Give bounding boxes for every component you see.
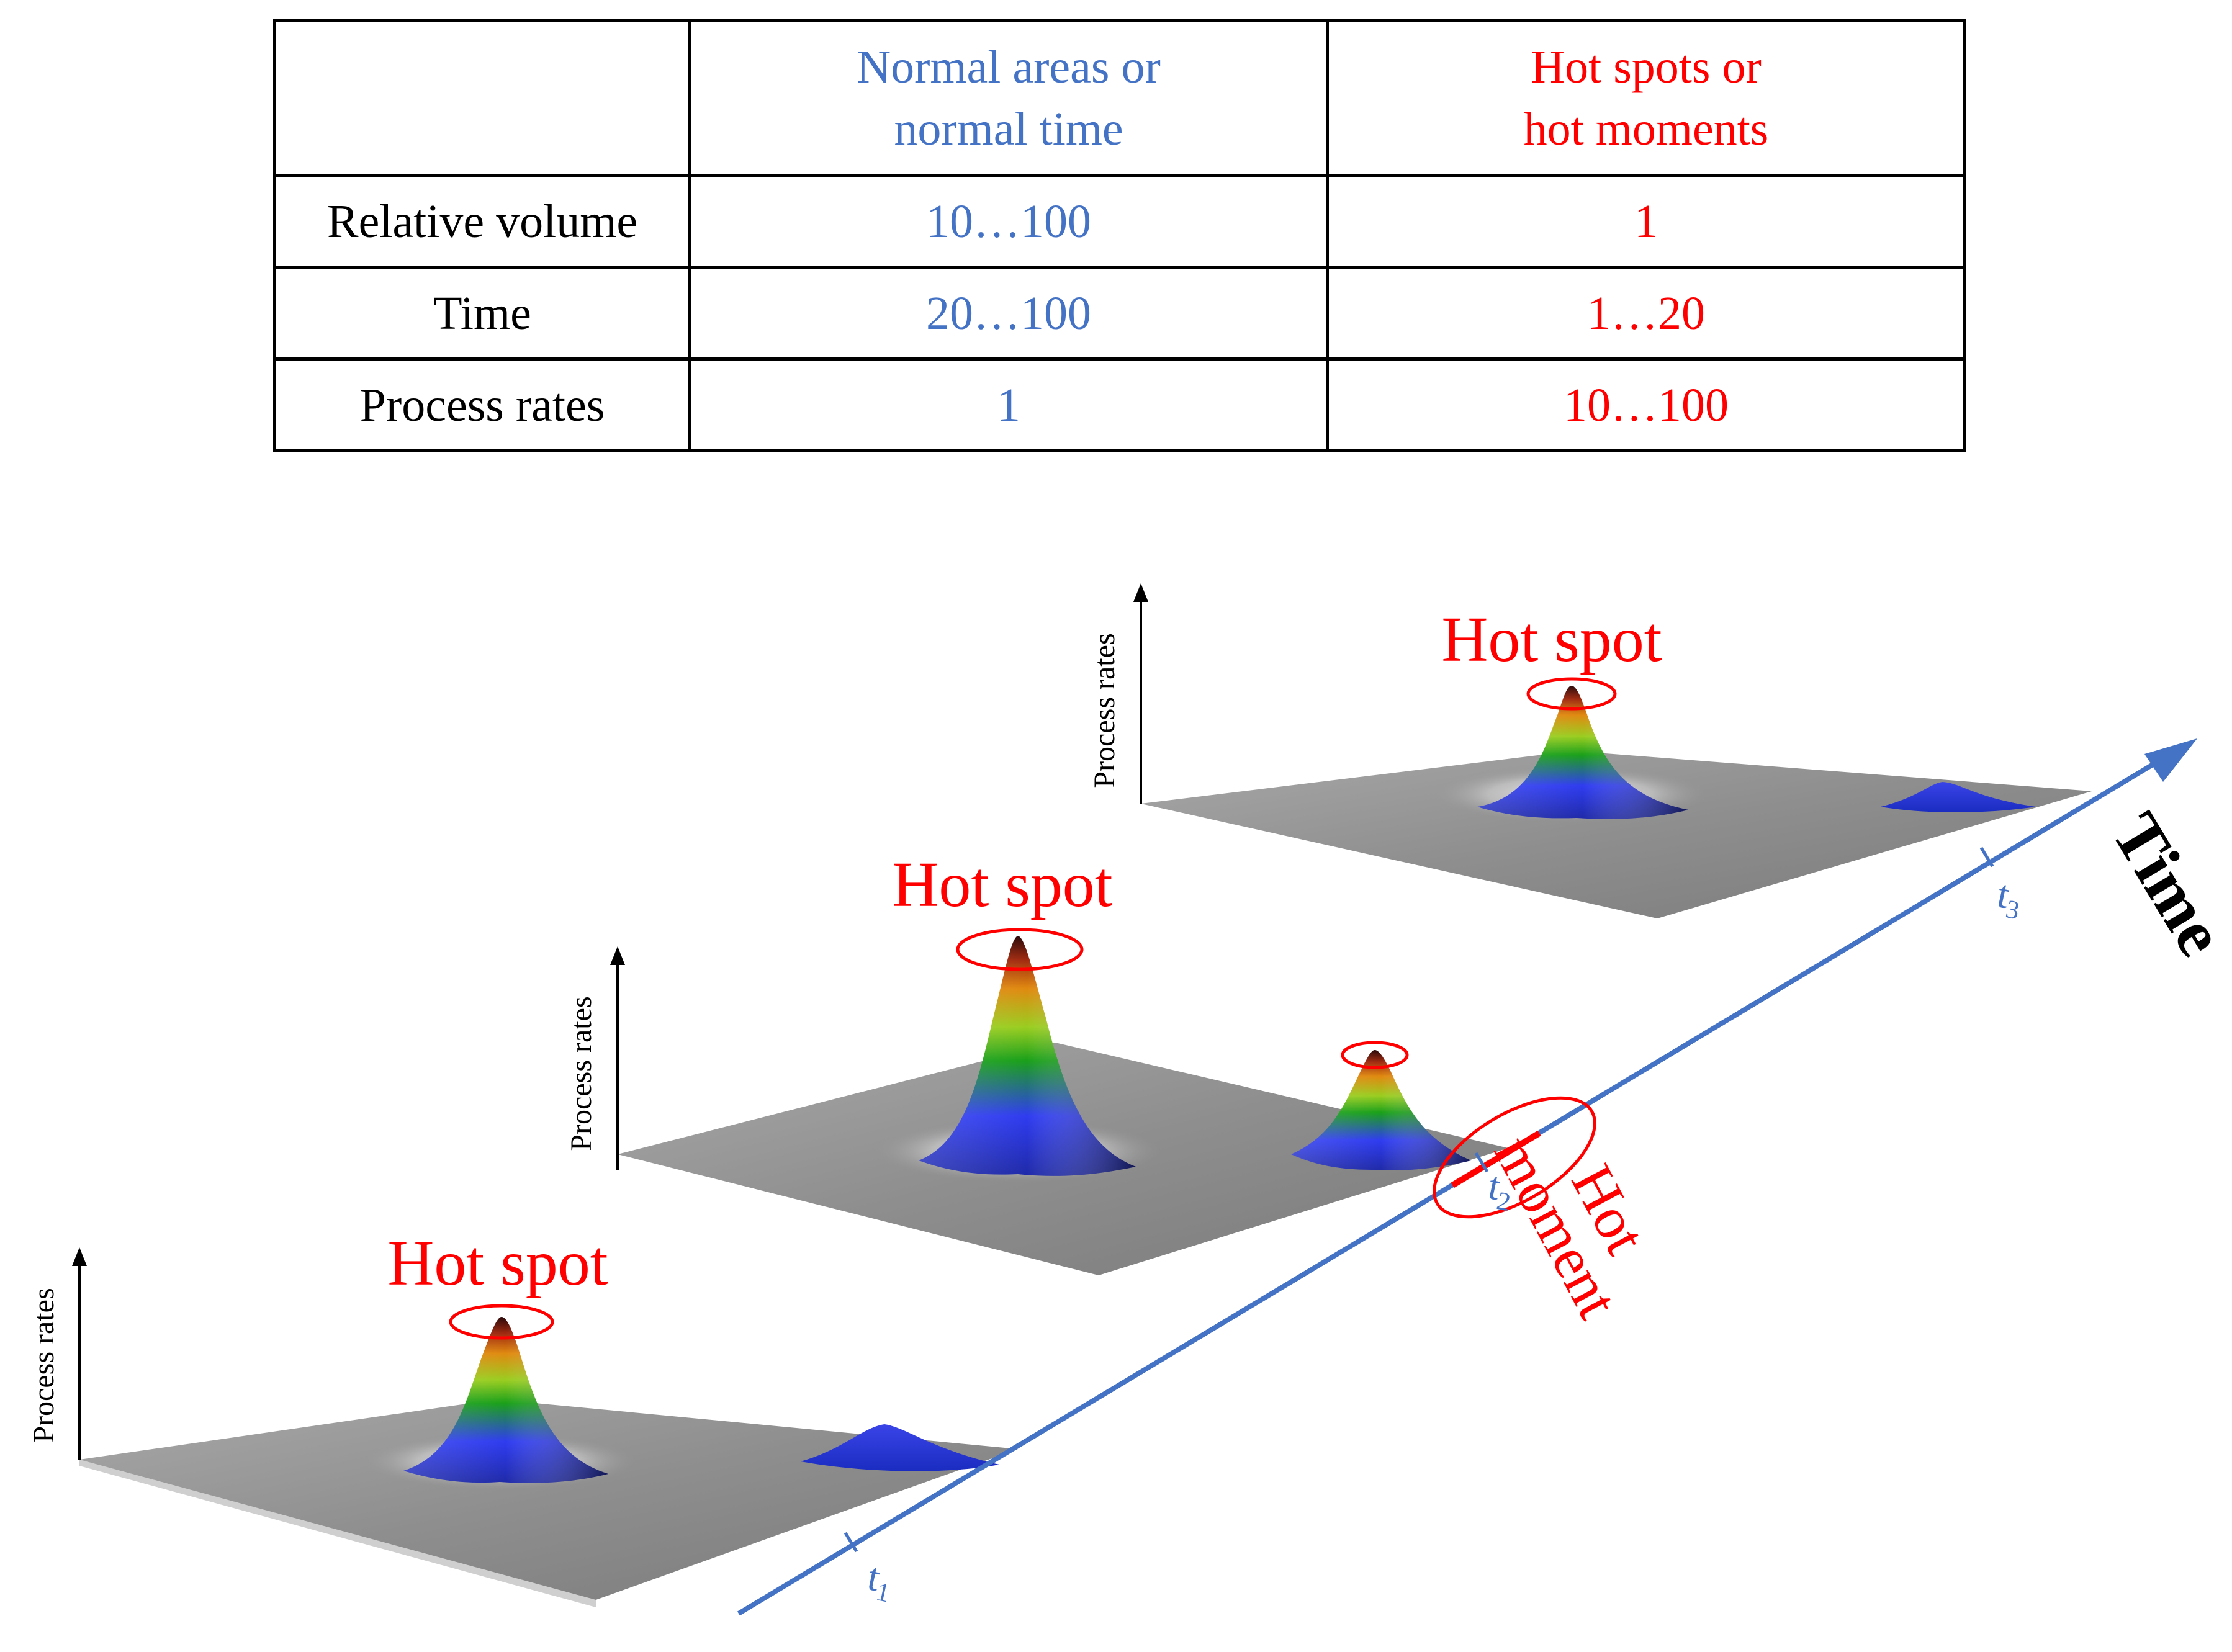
row-label-process-rates: Process rates <box>273 357 691 452</box>
header-hot-line-1: Hot spots or <box>1531 40 1762 93</box>
hot-spot-label-plane-1: Hot spot <box>387 1228 608 1299</box>
small-peak <box>1881 782 2036 812</box>
cell-hot-time: 1…20 <box>1326 266 1966 361</box>
row-label-time: Time <box>273 266 691 361</box>
cell-normal-process-rates: 1 <box>688 357 1329 452</box>
time-axis <box>737 738 2197 1616</box>
header-empty-cell <box>273 19 691 177</box>
hot-moment-segment <box>1451 1130 1541 1188</box>
peak-shading <box>1477 686 1688 819</box>
header-normal-line-2: normal time <box>894 102 1123 155</box>
plane-surface <box>1141 751 2092 918</box>
header-hot-cell: Hot spots or hot moments <box>1326 19 1966 177</box>
tick-t3 <box>1979 846 1994 868</box>
y-axis-label-plane-2: Process rates <box>565 996 598 1151</box>
plane-edge <box>79 1460 596 1607</box>
hot-moment-label: Hot moment <box>1482 1125 1660 1329</box>
comparison-table: Normal areas or normal time Hot spots or… <box>273 19 1966 452</box>
cell-normal-relative-volume: 10…100 <box>688 174 1329 269</box>
y-axis-arrowhead <box>1133 583 1148 602</box>
plane-2 <box>610 928 1508 1275</box>
time-axis-arrowhead <box>2144 738 2197 782</box>
cell-normal-time: 20…100 <box>688 266 1329 361</box>
tick-t1 <box>844 1532 858 1553</box>
y-axis-arrowhead <box>72 1247 87 1266</box>
cell-hot-process-rates: 10…100 <box>1326 357 1966 452</box>
table-row: Time 20…100 1…20 <box>273 266 1966 361</box>
table-row: Process rates 1 10…100 <box>273 357 1966 452</box>
header-normal-line-1: Normal areas or <box>857 40 1161 93</box>
time-axis-line <box>737 758 2162 1616</box>
hot-spot-ellipse <box>449 1304 554 1340</box>
row-label-relative-volume: Relative volume <box>273 174 691 269</box>
small-peak <box>801 1424 999 1471</box>
secondary-peak-shading <box>1291 1050 1471 1171</box>
cell-hot-relative-volume: 1 <box>1326 174 1966 269</box>
hot-spot-label-plane-3: Hot spot <box>1441 604 1662 675</box>
tick-t2 <box>1474 1152 1489 1173</box>
header-normal-cell: Normal areas or normal time <box>688 19 1329 177</box>
hot-spot-ellipse <box>956 928 1084 971</box>
plane-1 <box>72 1247 1018 1607</box>
y-axis-arrowhead <box>610 946 625 965</box>
y-axis-label-plane-3: Process rates <box>1088 633 1121 788</box>
plane-3 <box>1133 583 2092 918</box>
y-axis-label-plane-1: Process rates <box>27 1288 60 1442</box>
table-row: Relative volume 10…100 1 <box>273 174 1966 269</box>
hot-moment-ellipse <box>1433 1096 1596 1219</box>
time-axis-label: Time <box>2097 801 2232 969</box>
tick-label-t1: t1 <box>863 1554 897 1608</box>
tick-label-t3: t3 <box>1992 871 2027 925</box>
peak-shading <box>919 936 1136 1176</box>
header-hot-line-2: hot moments <box>1523 102 1769 155</box>
secondary-hot-spot-ellipse <box>1341 1041 1409 1069</box>
table-header-row: Normal areas or normal time Hot spots or… <box>273 19 1966 177</box>
hot-spot-label-plane-2: Hot spot <box>892 849 1112 920</box>
hot-spot-ellipse <box>1526 677 1617 711</box>
plane-surface <box>79 1399 1018 1600</box>
peak-shading <box>403 1317 608 1483</box>
